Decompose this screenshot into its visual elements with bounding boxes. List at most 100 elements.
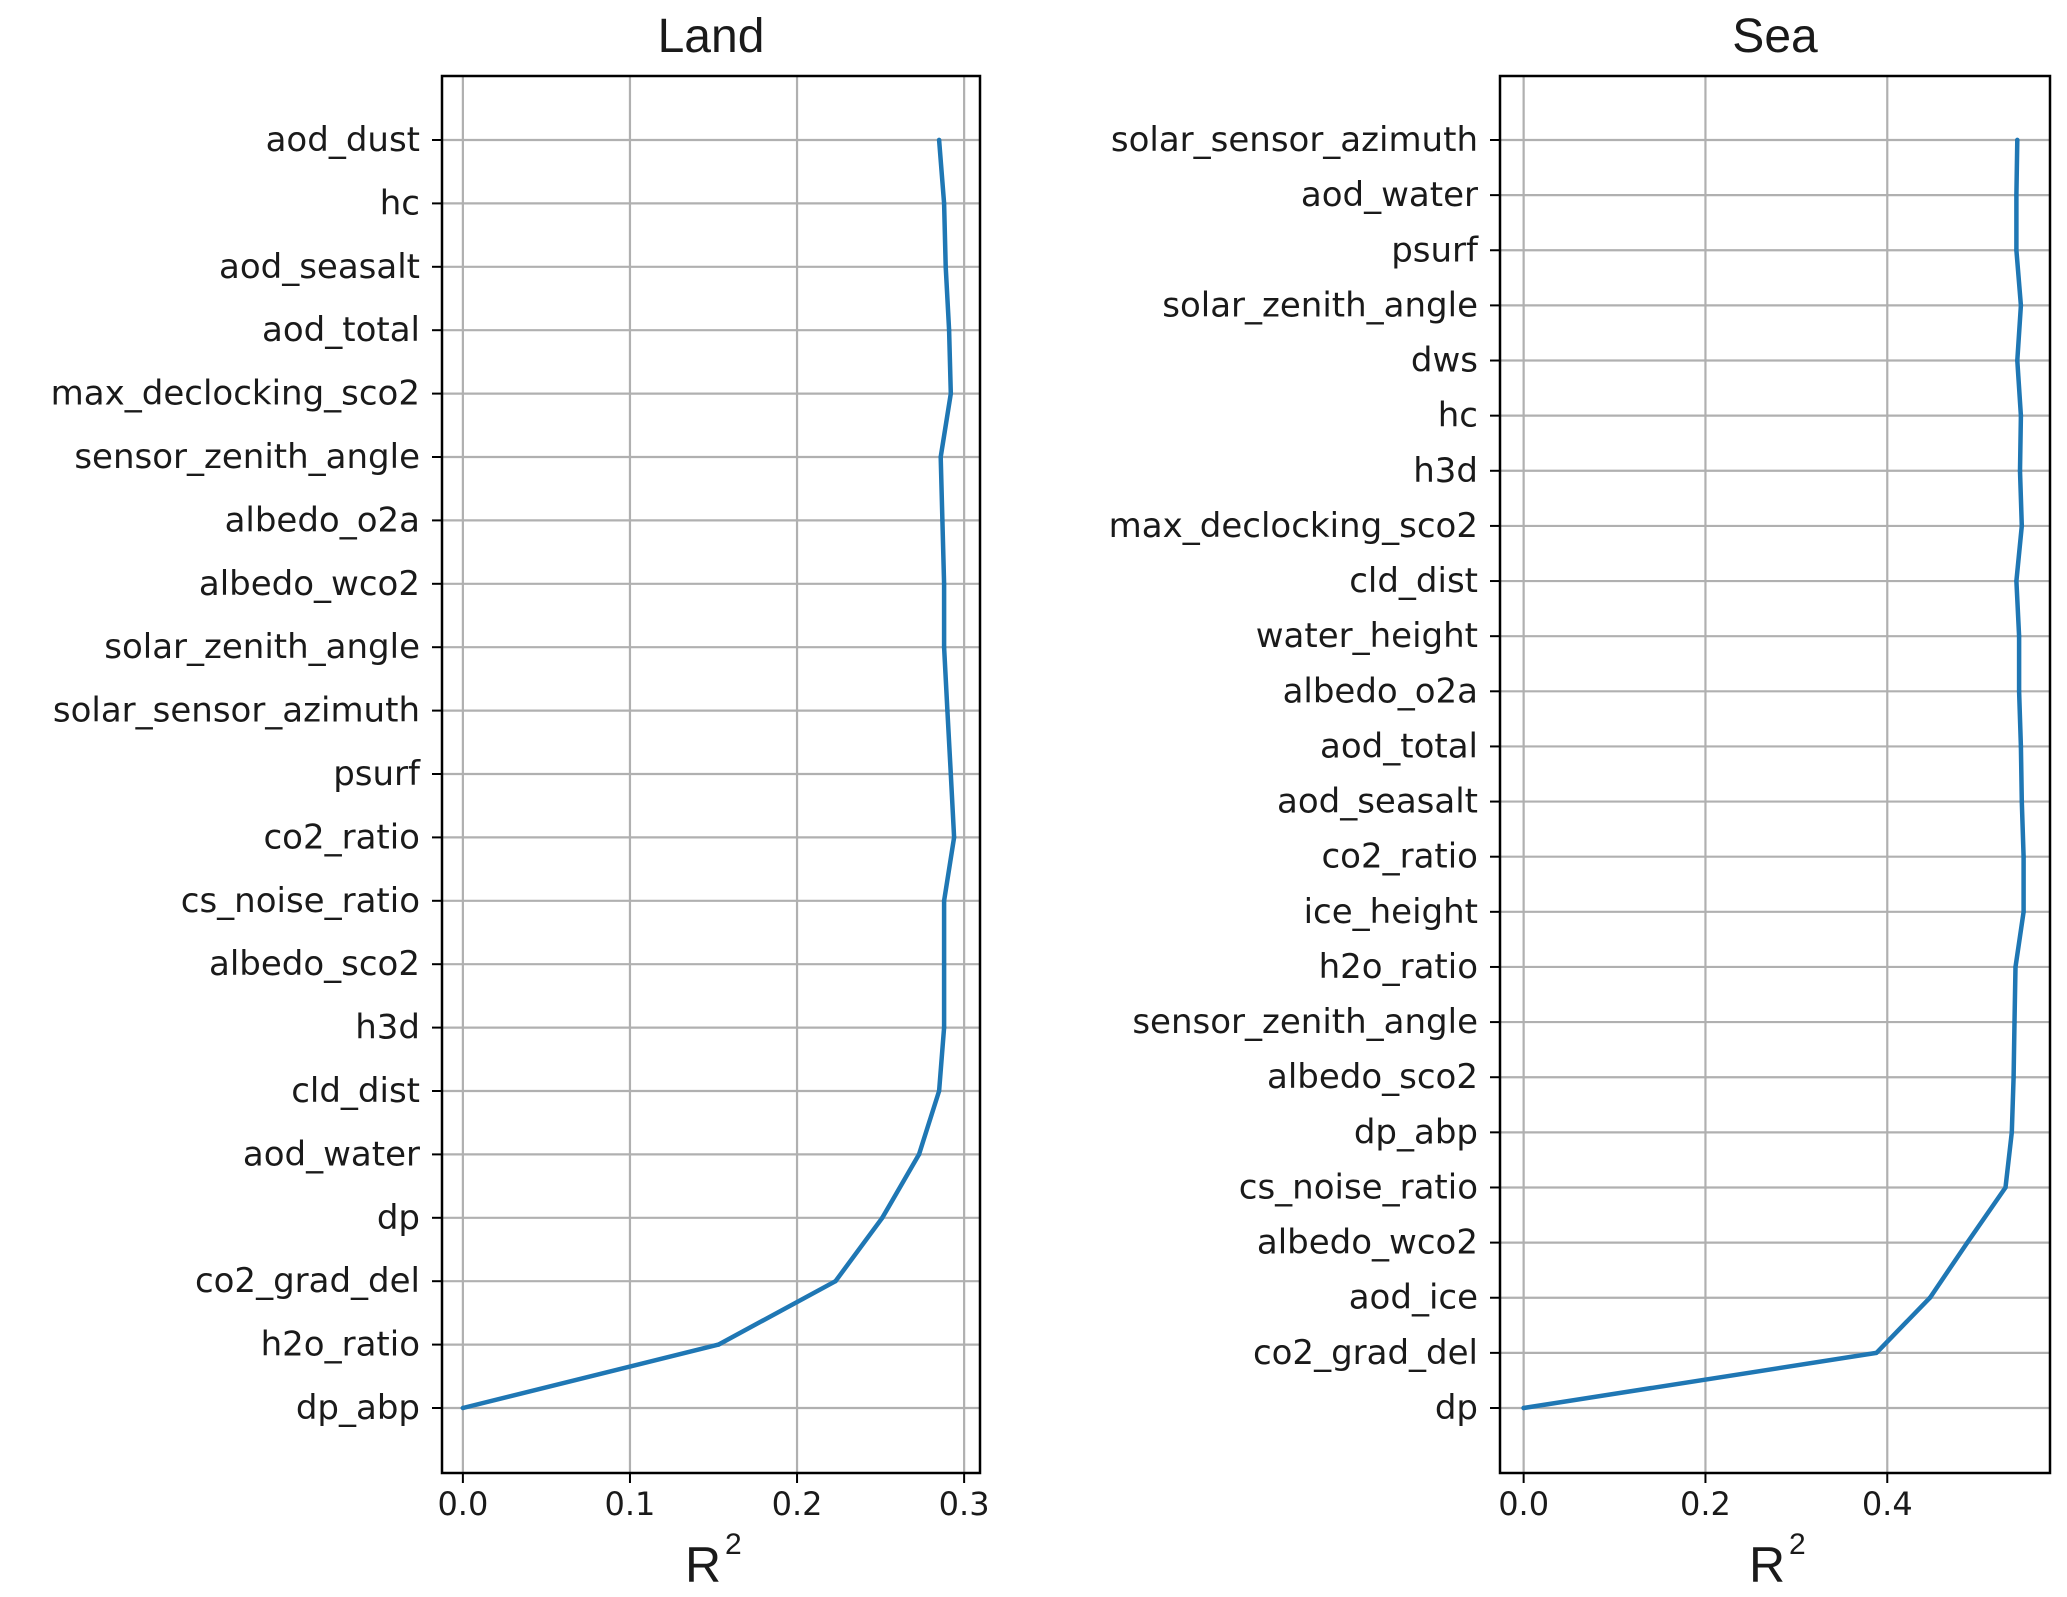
land-data-point — [940, 518, 945, 523]
sea-y-tick-label: max_declocking_sco2 — [1109, 506, 1478, 546]
land-y-tick-label: sensor_zenith_angle — [74, 437, 420, 477]
sea-x-tick-label: 0.4 — [1862, 1485, 1913, 1523]
land-y-tick-label: aod_seasalt — [219, 247, 420, 287]
land-data-point — [946, 328, 952, 333]
land-data-point — [916, 1152, 922, 1157]
land-data-point — [941, 1025, 947, 1030]
land-data-point — [951, 835, 957, 840]
land-y-tick-label: hc — [380, 183, 420, 223]
land-x-tick-label: 0.2 — [772, 1485, 823, 1523]
sea-data-point — [2014, 248, 2019, 253]
sea-data-point — [2017, 468, 2023, 473]
land-data-point — [948, 391, 953, 396]
sea-chart-title: Sea — [1732, 10, 1818, 63]
sea-data-point — [1927, 1295, 1933, 1300]
land-data-point — [938, 454, 943, 460]
sea-x-axis-label: R — [1749, 1537, 1785, 1593]
sea-data-point — [2021, 909, 2026, 915]
land-data-point — [941, 581, 947, 586]
sea-data-point — [2003, 1185, 2008, 1190]
land-y-tick-label: albedo_wco2 — [199, 564, 420, 604]
sea-data-point — [2018, 413, 2024, 418]
land-y-tick-label: cld_dist — [291, 1071, 420, 1111]
sea-y-tick-label: dp — [1435, 1388, 1478, 1428]
land-x-axis-label-superscript: 2 — [725, 1528, 742, 1561]
sea-y-tick-label: co2_grad_del — [1253, 1333, 1478, 1373]
land-y-tick-label: albedo_sco2 — [209, 944, 420, 984]
sea-y-tick-label: solar_zenith_angle — [1162, 285, 1478, 325]
sea-data-point — [2015, 137, 2020, 143]
sea-data-point — [2013, 964, 2018, 970]
land-y-tick-label: albedo_o2a — [225, 500, 420, 540]
land-y-tick-label: aod_water — [243, 1134, 420, 1174]
sea-x-tick-label: 0.0 — [1498, 1485, 1549, 1523]
sea-data-point — [2014, 578, 2019, 584]
land-data-point — [936, 1088, 942, 1094]
sea-data-point — [2019, 523, 2025, 529]
land-data-point — [945, 708, 950, 713]
sea-y-tick-label: hc — [1438, 396, 1478, 436]
sea-y-tick-label: solar_sensor_azimuth — [1111, 120, 1478, 160]
sea-y-tick-label: aod_water — [1301, 175, 1478, 215]
land-y-tick-label: dp — [377, 1198, 420, 1238]
sea-y-tick-label: dws — [1411, 341, 1478, 381]
sea-data-point — [2015, 358, 2020, 363]
sea-data-point — [1521, 1405, 1526, 1411]
sea-y-tick-label: ice_height — [1304, 892, 1478, 932]
sea-y-tick-label: psurf — [1391, 230, 1479, 270]
land-y-tick-label: co2_grad_del — [195, 1261, 420, 1301]
land-x-tick-label: 0.3 — [939, 1485, 990, 1523]
sea-plot-frame — [1498, 74, 2052, 1475]
land-data-point — [941, 201, 947, 206]
land-y-tick-label: aod_total — [262, 310, 420, 350]
sea-y-tick-label: aod_ice — [1349, 1278, 1478, 1318]
sea-data-point — [2014, 192, 2019, 198]
land-data-point — [936, 137, 942, 143]
land-data-point — [941, 645, 947, 650]
sea-data-point — [2018, 303, 2024, 308]
land-x-tick-label: 0.1 — [605, 1485, 656, 1523]
sea-y-tick-label: water_height — [1256, 616, 1478, 656]
sea-y-tick-label: albedo_wco2 — [1257, 1223, 1478, 1263]
land-x-axis-label: R — [685, 1537, 721, 1593]
land-data-point — [941, 962, 947, 967]
sea-data-point — [2016, 633, 2022, 639]
land-y-tick-label: aod_dust — [266, 120, 420, 160]
land-x-tick-label: 0.0 — [437, 1485, 488, 1523]
sea-y-tick-label: albedo_o2a — [1283, 671, 1478, 711]
sea-data-point — [2011, 1075, 2016, 1080]
sea-data-point — [1965, 1240, 1970, 1245]
sea-y-tick-label: aod_total — [1320, 726, 1478, 766]
sea-data-point — [2016, 689, 2022, 694]
land-y-tick-label: h3d — [355, 1008, 420, 1048]
sea-data-point — [2019, 799, 2025, 804]
land-y-tick-label: cs_noise_ratio — [181, 881, 420, 921]
land-data-point — [948, 771, 953, 777]
sea-series-line — [1521, 137, 2026, 1411]
sea-y-tick-label: albedo_sco2 — [1267, 1057, 1478, 1097]
sea-data-point — [1874, 1350, 1879, 1356]
sea-y-tick-label: dp_abp — [1354, 1112, 1478, 1152]
sea-data-point — [2009, 1130, 2015, 1135]
sea-y-tick-label: cs_noise_ratio — [1239, 1167, 1478, 1207]
land-y-tick-label: co2_ratio — [263, 817, 420, 857]
land-data-point — [460, 1405, 466, 1411]
sea-x-tick-label: 0.2 — [1680, 1485, 1731, 1523]
land-data-point — [716, 1342, 721, 1347]
sea-data-point — [2018, 744, 2024, 749]
land-data-point — [833, 1279, 838, 1284]
sea-data-point — [2012, 1019, 2017, 1025]
land-y-tick-label: solar_zenith_angle — [104, 627, 420, 667]
sea-y-tick-label: h2o_ratio — [1319, 947, 1478, 987]
land-chart-title: Land — [658, 10, 765, 63]
land-y-tick-label: solar_sensor_azimuth — [53, 691, 420, 731]
sea-y-tick-label: sensor_zenith_angle — [1132, 1002, 1478, 1042]
land-data-point — [880, 1215, 885, 1221]
sea-y-tick-label: h3d — [1413, 451, 1478, 491]
sea-data-point — [2021, 854, 2026, 859]
land-plot-frame — [440, 74, 982, 1475]
land-data-point — [943, 264, 948, 269]
